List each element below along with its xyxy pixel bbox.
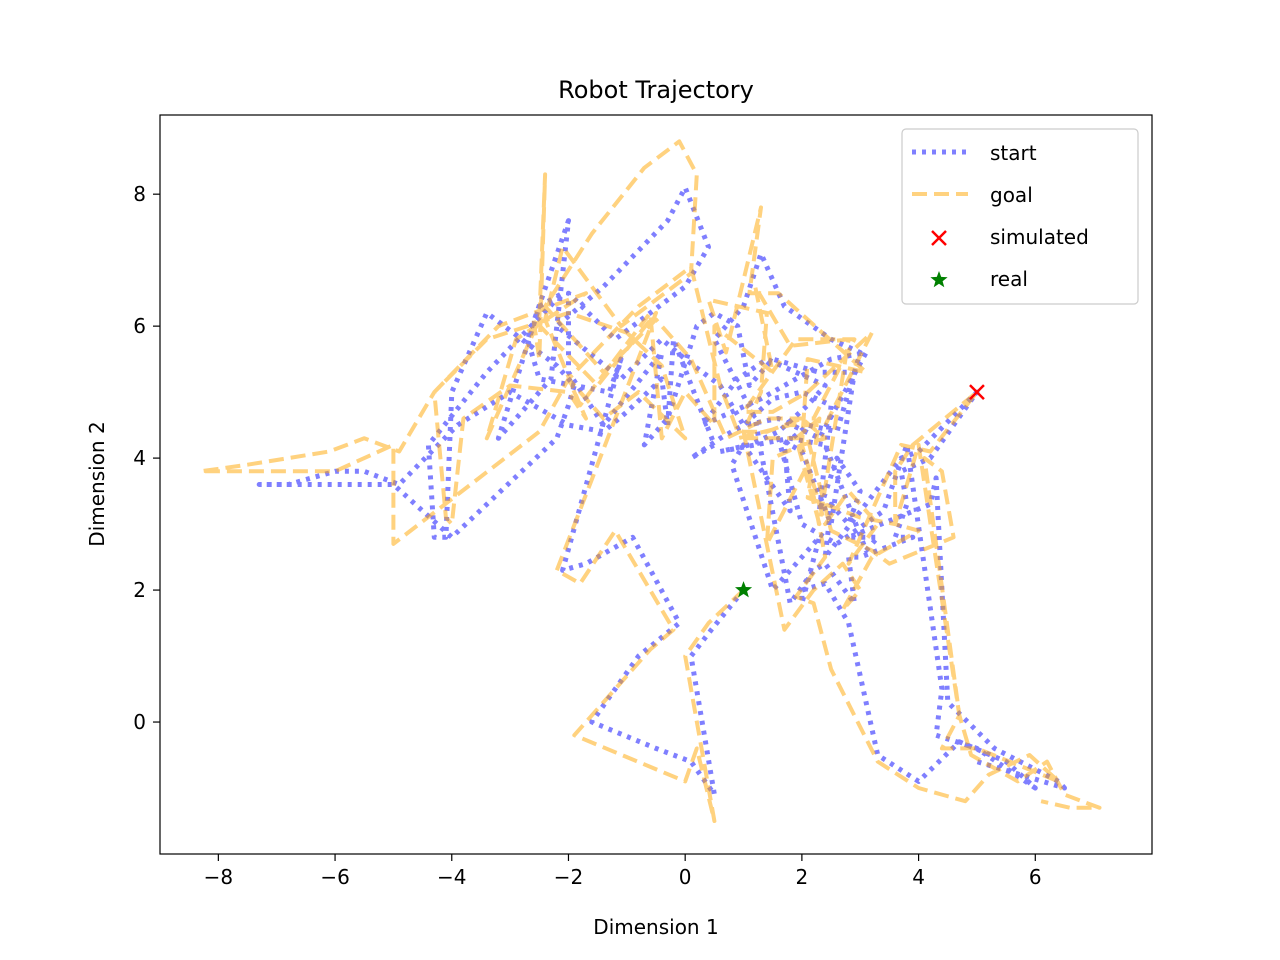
legend-label-start: start xyxy=(990,141,1037,165)
legend-label-real: real xyxy=(990,267,1028,291)
y-axis-label: Dimension 2 xyxy=(85,421,109,546)
y-axis-ticks: 0 2 4 6 8 xyxy=(133,182,160,734)
x-tick-label: −6 xyxy=(320,865,349,889)
series-line-goal xyxy=(198,139,1102,823)
x-tick-label: −8 xyxy=(204,865,233,889)
x-tick-label: 4 xyxy=(912,865,925,889)
legend-label-simulated: simulated xyxy=(990,225,1089,249)
x-axis-ticks: −8 −6 −4 −2 0 2 4 6 xyxy=(204,854,1042,889)
series-line-start xyxy=(256,185,1067,798)
y-tick-label: 6 xyxy=(133,314,146,338)
legend: start goal simulated real xyxy=(901,128,1139,305)
y-tick-label: 4 xyxy=(133,446,146,470)
legend-swatch-simulated xyxy=(931,230,947,246)
marker-layer xyxy=(735,384,985,598)
series-layer xyxy=(198,139,1102,823)
marker-simulated xyxy=(969,384,985,401)
legend-swatch-real xyxy=(930,271,948,288)
x-tick-label: −2 xyxy=(554,865,583,889)
chart-title: Robot Trajectory xyxy=(558,76,754,104)
y-tick-label: 2 xyxy=(133,578,146,602)
legend-box xyxy=(901,128,1139,305)
x-tick-label: 0 xyxy=(679,865,692,889)
marker-real xyxy=(735,581,753,598)
plot-frame xyxy=(159,114,1153,855)
x-tick-label: −4 xyxy=(437,865,466,889)
y-tick-label: 8 xyxy=(133,182,146,206)
x-tick-label: 6 xyxy=(1029,865,1042,889)
y-tick-label: 0 xyxy=(133,710,146,734)
x-tick-label: 2 xyxy=(796,865,809,889)
x-axis-label: Dimension 1 xyxy=(593,915,718,939)
legend-label-goal: goal xyxy=(990,183,1033,207)
